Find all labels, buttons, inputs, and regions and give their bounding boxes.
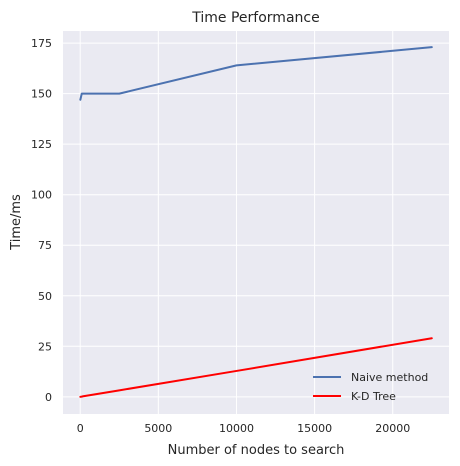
y-tick-label: 125 [31, 138, 52, 151]
series-lines [79, 46, 433, 398]
x-tick-label: 0 [77, 422, 84, 435]
x-tick-label: 20000 [375, 422, 410, 435]
y-tick-label: 150 [31, 88, 52, 101]
y-tick-labels: 0 25 50 75 100 125 150 175 [31, 37, 52, 404]
series-line-k-d-tree [79, 337, 433, 398]
x-axis-label: Number of nodes to search [168, 443, 345, 458]
legend-label-kd-tree: K-D Tree [351, 390, 396, 403]
legend: Naive method K-D Tree [313, 371, 428, 403]
x-tick-label: 5000 [144, 422, 172, 435]
plot-background [63, 31, 449, 414]
chart-title: Time Performance [191, 10, 319, 26]
series-line-naive-method [79, 46, 433, 101]
y-tick-label: 75 [38, 239, 52, 252]
y-axis-label: Time/ms [9, 194, 24, 251]
y-tick-label: 25 [38, 340, 52, 353]
legend-label-naive-method: Naive method [351, 371, 428, 384]
y-tick-label: 0 [45, 391, 52, 404]
y-tick-label: 100 [31, 189, 52, 202]
x-tick-label: 15000 [297, 422, 332, 435]
x-tick-labels: 0 5000 10000 15000 20000 [77, 422, 411, 435]
y-gridlines [63, 42, 449, 398]
y-tick-label: 175 [31, 37, 52, 50]
x-tick-label: 10000 [219, 422, 254, 435]
y-tick-label: 50 [38, 290, 52, 303]
x-gridlines [79, 31, 394, 414]
